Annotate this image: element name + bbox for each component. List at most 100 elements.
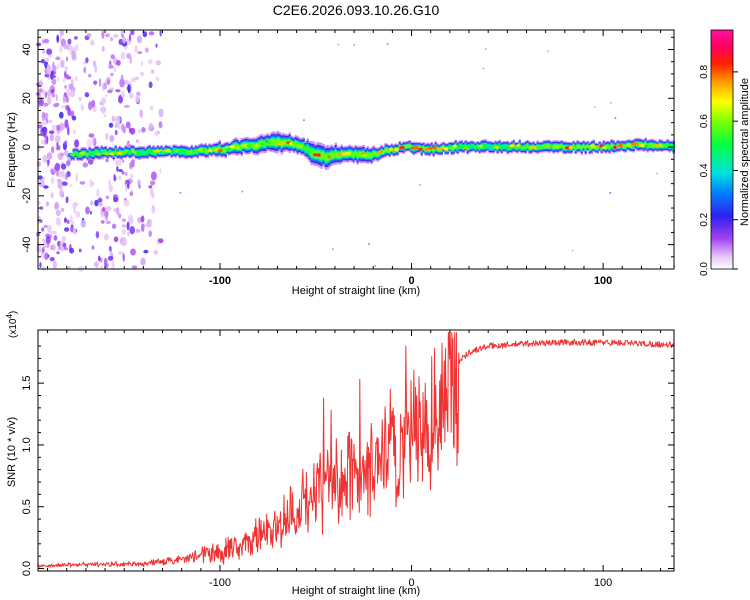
noise-cell (105, 33, 110, 38)
noise-cell (87, 158, 94, 165)
ridge-cell (624, 144, 627, 149)
ridge-cell (94, 150, 97, 155)
noise-cell (101, 105, 106, 115)
noise-cell (482, 67, 485, 70)
ridge-cell (404, 145, 407, 149)
ridge-cell (606, 144, 609, 149)
noise-cell (117, 159, 122, 167)
noise-cell (155, 43, 158, 48)
noise-cell (98, 202, 103, 208)
noise-cell (59, 111, 64, 119)
noise-cell (111, 115, 116, 123)
noise-cell (100, 213, 105, 218)
ridge-cell (322, 151, 325, 159)
x-tick-label: 0 (408, 275, 414, 287)
ridge-cell (136, 151, 139, 155)
ridge-cell (482, 144, 485, 149)
noise-cell (62, 78, 65, 83)
ridge-cell (102, 150, 105, 154)
noise-cell (45, 201, 50, 207)
noise-cell (108, 179, 111, 186)
x-tick-label: -100 (209, 577, 231, 589)
noise-cell (656, 172, 658, 175)
noise-cell (50, 168, 54, 173)
y-tick-label: 0.0 (21, 561, 33, 576)
noise-cell (69, 247, 75, 254)
noise-cell (42, 102, 49, 107)
ridge-cell (378, 151, 381, 156)
noise-cell (69, 226, 74, 232)
noise-cell (66, 88, 70, 93)
noise-cell (51, 93, 56, 98)
noise-cell (48, 54, 53, 58)
noise-cell (140, 257, 146, 266)
ridge-cell (270, 139, 273, 146)
ridge-cell (292, 142, 295, 148)
y-tick-label: -20 (21, 188, 33, 204)
noise-cell (56, 251, 60, 255)
noise-cell (65, 173, 68, 181)
x-tick-label: 0 (408, 577, 414, 589)
noise-cell (66, 160, 71, 167)
noise-cell (97, 198, 103, 203)
noise-cell (141, 127, 146, 133)
noise-cell (131, 265, 138, 269)
ridge-cell (590, 145, 593, 150)
noise-cell (122, 159, 125, 163)
ridge-cell (458, 144, 461, 149)
ridge-cell (234, 143, 237, 149)
noise-cell (101, 206, 106, 212)
noise-cell (108, 64, 114, 69)
noise-cell (37, 124, 43, 129)
noise-cell (158, 108, 164, 118)
noise-cell (56, 35, 59, 43)
noise-cell (139, 109, 143, 118)
noise-cell (158, 121, 163, 129)
ridge-cell (320, 152, 323, 160)
noise-cell (61, 105, 66, 109)
ridge-cell (330, 152, 333, 159)
noise-cell (148, 230, 152, 237)
ridge-cell (406, 144, 409, 148)
noise-cell (54, 162, 61, 172)
noise-cell (137, 179, 141, 186)
ridge-cell (274, 139, 277, 147)
noise-cell (116, 166, 119, 172)
noise-cell (127, 40, 131, 45)
noise-cell (53, 235, 58, 241)
noise-cell (44, 91, 48, 98)
noise-cell (43, 224, 48, 228)
noise-cell (50, 146, 55, 154)
noise-cell (135, 94, 140, 103)
noise-cell (571, 249, 574, 252)
noise-cell (73, 228, 77, 235)
noise-cell (130, 29, 135, 36)
noise-cell (71, 115, 77, 121)
y-tick-label: 0.5 (21, 499, 33, 514)
noise-cell (121, 224, 127, 228)
noise-cell (42, 154, 48, 164)
noise-cell (126, 53, 132, 59)
y-tick-label: 1.0 (21, 437, 33, 452)
noise-cell (93, 262, 99, 267)
noise-cell (67, 107, 72, 116)
noise-cell (144, 47, 149, 53)
noise-cell (105, 94, 108, 98)
ridge-cell (294, 141, 297, 147)
noise-cell (122, 253, 125, 262)
ridge-cell (194, 149, 197, 153)
ridge-cell (464, 143, 467, 148)
noise-cell (121, 170, 125, 175)
noise-cell (114, 122, 118, 128)
noise-cell (110, 54, 116, 60)
noise-cell (105, 132, 109, 141)
ridge-cell (540, 145, 543, 149)
ridge-cell (382, 150, 385, 154)
noise-cell (88, 73, 92, 78)
noise-cell (49, 133, 54, 142)
noise-cell (105, 158, 109, 163)
noise-cell (130, 248, 136, 256)
ridge-cell (650, 143, 653, 148)
noise-cell (97, 255, 101, 262)
noise-cell (150, 69, 155, 74)
